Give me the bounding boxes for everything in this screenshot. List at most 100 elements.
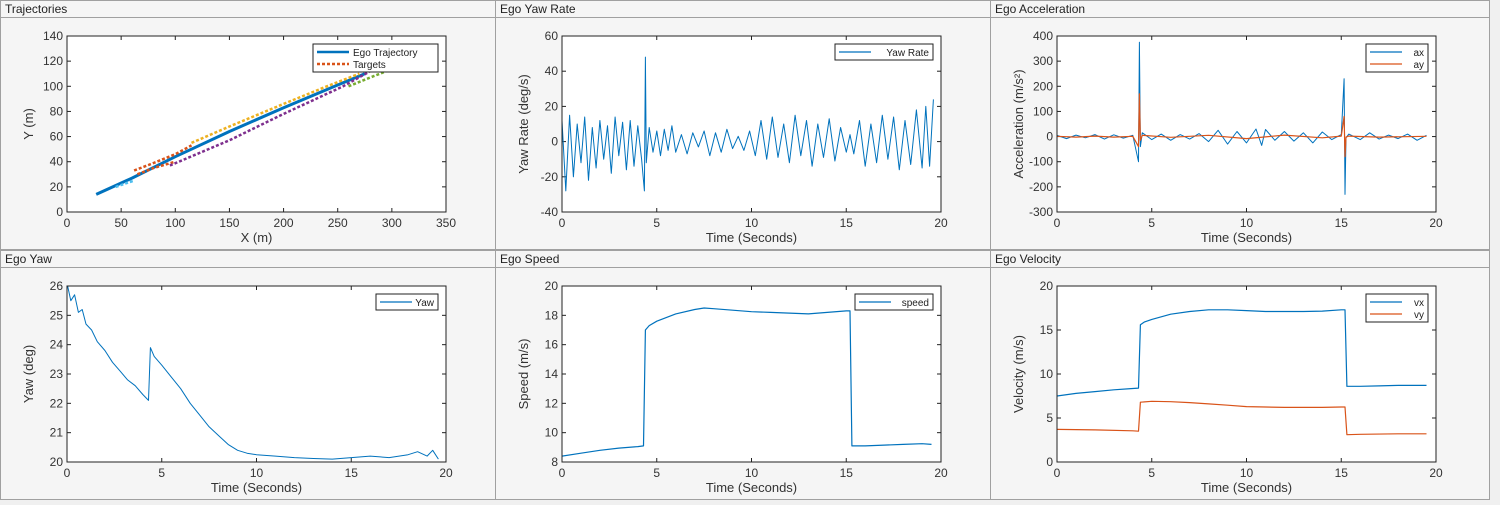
- x-tick-label: 5: [1148, 466, 1155, 480]
- series-line-ego-trajectory: [95, 72, 366, 196]
- plot-border: [1056, 285, 1437, 463]
- series-line-yaw: [67, 286, 439, 460]
- x-tick-label: 5: [1148, 216, 1155, 230]
- x-tick-label: 5: [158, 466, 165, 480]
- x-tick-label: 15: [840, 216, 854, 230]
- acceleration-chart: 0 5 10 15 20 -300 -200 -100 0 100 200 300 400 Time (S…: [1011, 29, 1443, 245]
- y-tick-label: 200: [1033, 79, 1053, 93]
- y-tick-label: 5: [1046, 411, 1053, 425]
- plot-area: [67, 286, 446, 462]
- y-axis-label: Yaw Rate (deg/s): [516, 74, 531, 173]
- y-tick-label: 120: [43, 54, 63, 68]
- plot-area: [562, 36, 941, 212]
- y-tick-label: 10: [545, 426, 559, 440]
- legend-box: [854, 293, 934, 311]
- legend: Yaw: [375, 293, 439, 311]
- series-line-ay: [1057, 93, 1427, 158]
- x-axis-label: X (m): [241, 230, 273, 245]
- legend-label: ax: [1413, 48, 1424, 59]
- x-tick-label: 20: [934, 216, 948, 230]
- y-tick-label: 80: [50, 104, 64, 118]
- legend-label: vx: [1414, 298, 1424, 309]
- yaw-chart: 0 5 10 15 20 20 21 22 23 24 25 26 Time (Seconds) Yaw …: [21, 279, 453, 495]
- x-tick-label: 5: [653, 216, 660, 230]
- y-tick-label: 40: [545, 64, 559, 78]
- x-tick-label: 0: [1054, 216, 1061, 230]
- x-tick-label: 10: [745, 216, 759, 230]
- y-tick-label: 24: [50, 338, 64, 352]
- x-tick-label: 150: [219, 216, 239, 230]
- x-tick-label: 10: [1240, 216, 1254, 230]
- series-line-target-5: [348, 70, 387, 88]
- plot-border: [66, 285, 447, 463]
- y-axis-label: Y (m): [21, 108, 36, 140]
- y-tick-label: 12: [545, 396, 559, 410]
- y-tick-label: 0: [551, 135, 558, 149]
- y-tick-label: -20: [541, 170, 559, 184]
- y-tick-label: 26: [50, 279, 64, 293]
- panel-title: Ego Yaw Rate: [496, 1, 990, 18]
- panel-title: Ego Yaw: [1, 251, 495, 268]
- legend-label: vy: [1414, 310, 1424, 321]
- series-line-target-2: [136, 160, 176, 176]
- y-tick-label: 0: [56, 205, 63, 219]
- x-axis-label: Time (Seconds): [706, 230, 797, 245]
- y-axis-label: Yaw (deg): [21, 345, 36, 403]
- panel-speed: Ego Speed 0 5 10 15 20 8 10 12 14 16 18 20 Time (Seco…: [495, 250, 991, 500]
- x-tick-label: 100: [165, 216, 185, 230]
- plot-area: [562, 286, 941, 462]
- x-tick-label: 5: [653, 466, 660, 480]
- series-line-targets: [133, 144, 193, 172]
- panel-title: Trajectories: [1, 1, 495, 18]
- x-tick-label: 10: [250, 466, 264, 480]
- x-tick-label: 0: [559, 466, 566, 480]
- y-tick-label: -200: [1029, 180, 1053, 194]
- legend-label: Ego Trajectory: [353, 48, 417, 59]
- series-line-yaw-rate: [562, 56, 934, 192]
- legend-label: Yaw: [415, 298, 434, 309]
- legend-box: [834, 43, 934, 61]
- plot-border: [66, 35, 447, 213]
- panel-title: Ego Velocity: [991, 251, 1489, 268]
- y-tick-label: 0: [1046, 130, 1053, 144]
- x-tick-label: 0: [559, 216, 566, 230]
- y-axis-label: Speed (m/s): [516, 339, 531, 410]
- x-tick-label: 10: [1240, 466, 1254, 480]
- legend-box: [1365, 293, 1429, 323]
- y-tick-label: 20: [50, 455, 64, 469]
- y-tick-label: 100: [43, 79, 63, 93]
- x-tick-label: 20: [1429, 216, 1443, 230]
- x-tick-label: 0: [64, 216, 71, 230]
- x-axis-label: Time (Seconds): [1201, 230, 1292, 245]
- y-tick-label: -300: [1029, 205, 1053, 219]
- legend-label: speed: [902, 298, 929, 309]
- x-axis-label: Time (Seconds): [1201, 480, 1292, 495]
- panel-title: Ego Acceleration: [991, 1, 1489, 18]
- x-tick-label: 0: [1054, 466, 1061, 480]
- x-tick-label: 200: [274, 216, 294, 230]
- y-tick-label: 14: [545, 367, 559, 381]
- x-tick-label: 15: [1335, 466, 1349, 480]
- series-line-target-3: [191, 72, 360, 145]
- y-tick-label: 10: [1040, 367, 1054, 381]
- y-tick-label: 40: [50, 155, 64, 169]
- y-tick-label: 20: [1040, 279, 1054, 293]
- panel-velocity: Ego Velocity 0 5 10 15 20 0 5 10 15 20 Time (Second…: [990, 250, 1490, 500]
- x-tick-label: 20: [1429, 466, 1443, 480]
- y-tick-label: 22: [50, 396, 64, 410]
- y-tick-label: 60: [50, 130, 64, 144]
- velocity-chart: 0 5 10 15 20 0 5 10 15 20 Time (Seconds) Velocity (…: [1011, 279, 1443, 495]
- x-tick-label: 10: [745, 466, 759, 480]
- y-tick-label: 0: [1046, 455, 1053, 469]
- y-tick-label: 8: [551, 455, 558, 469]
- x-tick-label: 15: [345, 466, 359, 480]
- x-tick-label: 250: [328, 216, 348, 230]
- y-tick-label: 18: [545, 308, 559, 322]
- series-line-speed: [562, 307, 932, 457]
- y-tick-label: -40: [541, 205, 559, 219]
- panel-acceleration: Ego Acceleration 0 5 10 15 20 -300 -200 -100 0 100…: [990, 0, 1490, 250]
- y-axis-label: Velocity (m/s): [1011, 335, 1026, 413]
